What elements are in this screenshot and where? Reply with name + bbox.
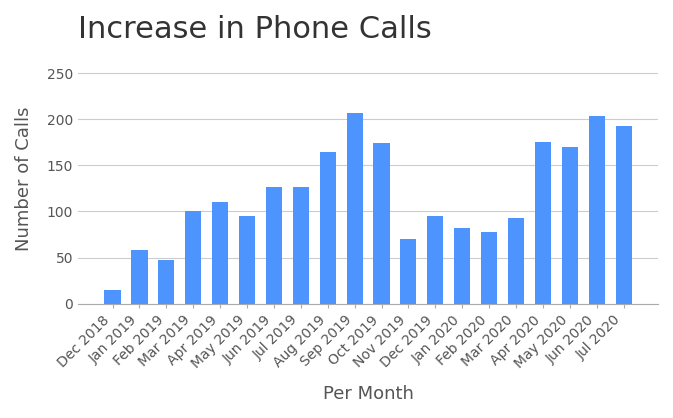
Bar bbox=[293, 186, 309, 304]
Bar bbox=[104, 290, 120, 304]
Bar bbox=[427, 216, 444, 304]
Bar bbox=[131, 250, 147, 304]
Bar bbox=[400, 239, 417, 304]
Bar bbox=[158, 260, 174, 304]
Bar bbox=[481, 232, 497, 304]
Bar bbox=[535, 142, 551, 304]
Text: Increase in Phone Calls: Increase in Phone Calls bbox=[78, 15, 432, 44]
Bar bbox=[616, 126, 632, 304]
Bar bbox=[508, 218, 524, 304]
Y-axis label: Number of Calls: Number of Calls bbox=[15, 107, 33, 252]
Bar bbox=[266, 186, 282, 304]
Bar bbox=[347, 113, 363, 304]
Bar bbox=[239, 216, 255, 304]
Bar bbox=[562, 147, 578, 304]
Bar bbox=[212, 202, 228, 304]
Bar bbox=[589, 115, 605, 304]
Bar bbox=[185, 212, 201, 304]
Bar bbox=[454, 228, 470, 304]
X-axis label: Per Month: Per Month bbox=[322, 385, 413, 403]
Bar bbox=[320, 152, 336, 304]
Bar bbox=[374, 143, 390, 304]
